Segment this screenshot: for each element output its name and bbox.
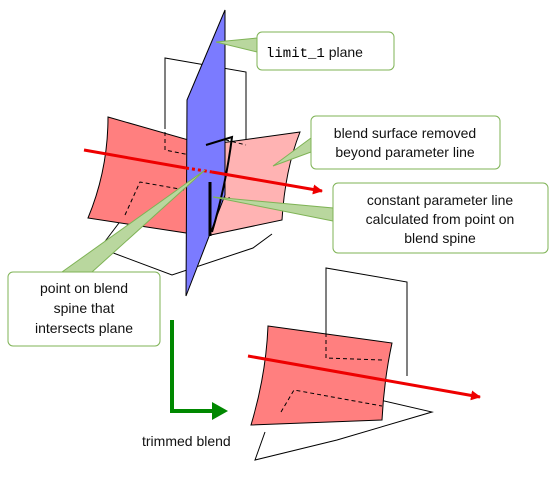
bottom-wire-plane-bottom: [254, 394, 434, 461]
limit-plane-callout: [256, 31, 395, 71]
limit-plane-callout-text: limit_1 plane: [266, 44, 363, 62]
constant-parameter-line: [205, 135, 234, 233]
limit-plane-suffix: plane: [325, 44, 363, 60]
trimmed-blend-surface: [250, 325, 393, 426]
constant-param-callout: [332, 182, 549, 254]
hidden-lines-bottom-surface-2: [280, 389, 383, 413]
point-on-spine-line1: point on blend: [40, 280, 128, 296]
bottom-wire-plane-top: [99, 233, 273, 276]
limit-plane: [185, 9, 226, 297]
limit-plane-code: limit_1: [266, 46, 325, 62]
trimmed-blend-label: trimmed blend: [142, 433, 231, 449]
spine-arrow-top-right: [211, 170, 323, 195]
trim-transition-arrowhead: [212, 402, 228, 420]
blend-removed-line1: blend surface removed: [334, 125, 476, 141]
constant-param-line3: blend spine: [404, 230, 476, 246]
point-on-spine-callout: [7, 271, 161, 347]
blend-removed-callout: [310, 115, 501, 170]
point-on-spine-line3: intersects plane: [35, 320, 133, 336]
back-wire-plane-bottom: [325, 267, 408, 376]
hidden-lines-bottom: [124, 181, 231, 216]
constant-param-line1: constant parameter line: [367, 192, 514, 208]
point-on-spine-line2: spine that: [54, 300, 115, 316]
constant-param-line2: calculated from point on: [366, 211, 515, 227]
hidden-lines-bottom-surface: [325, 333, 383, 361]
spine-arrow-bottom: [247, 354, 481, 401]
trim-transition-arrow: [170, 320, 214, 413]
spine-arrow-top-dotted: [185, 166, 213, 174]
spine-arrow-top-left: [83, 148, 187, 170]
blend-removed-line2: beyond parameter line: [335, 144, 475, 160]
